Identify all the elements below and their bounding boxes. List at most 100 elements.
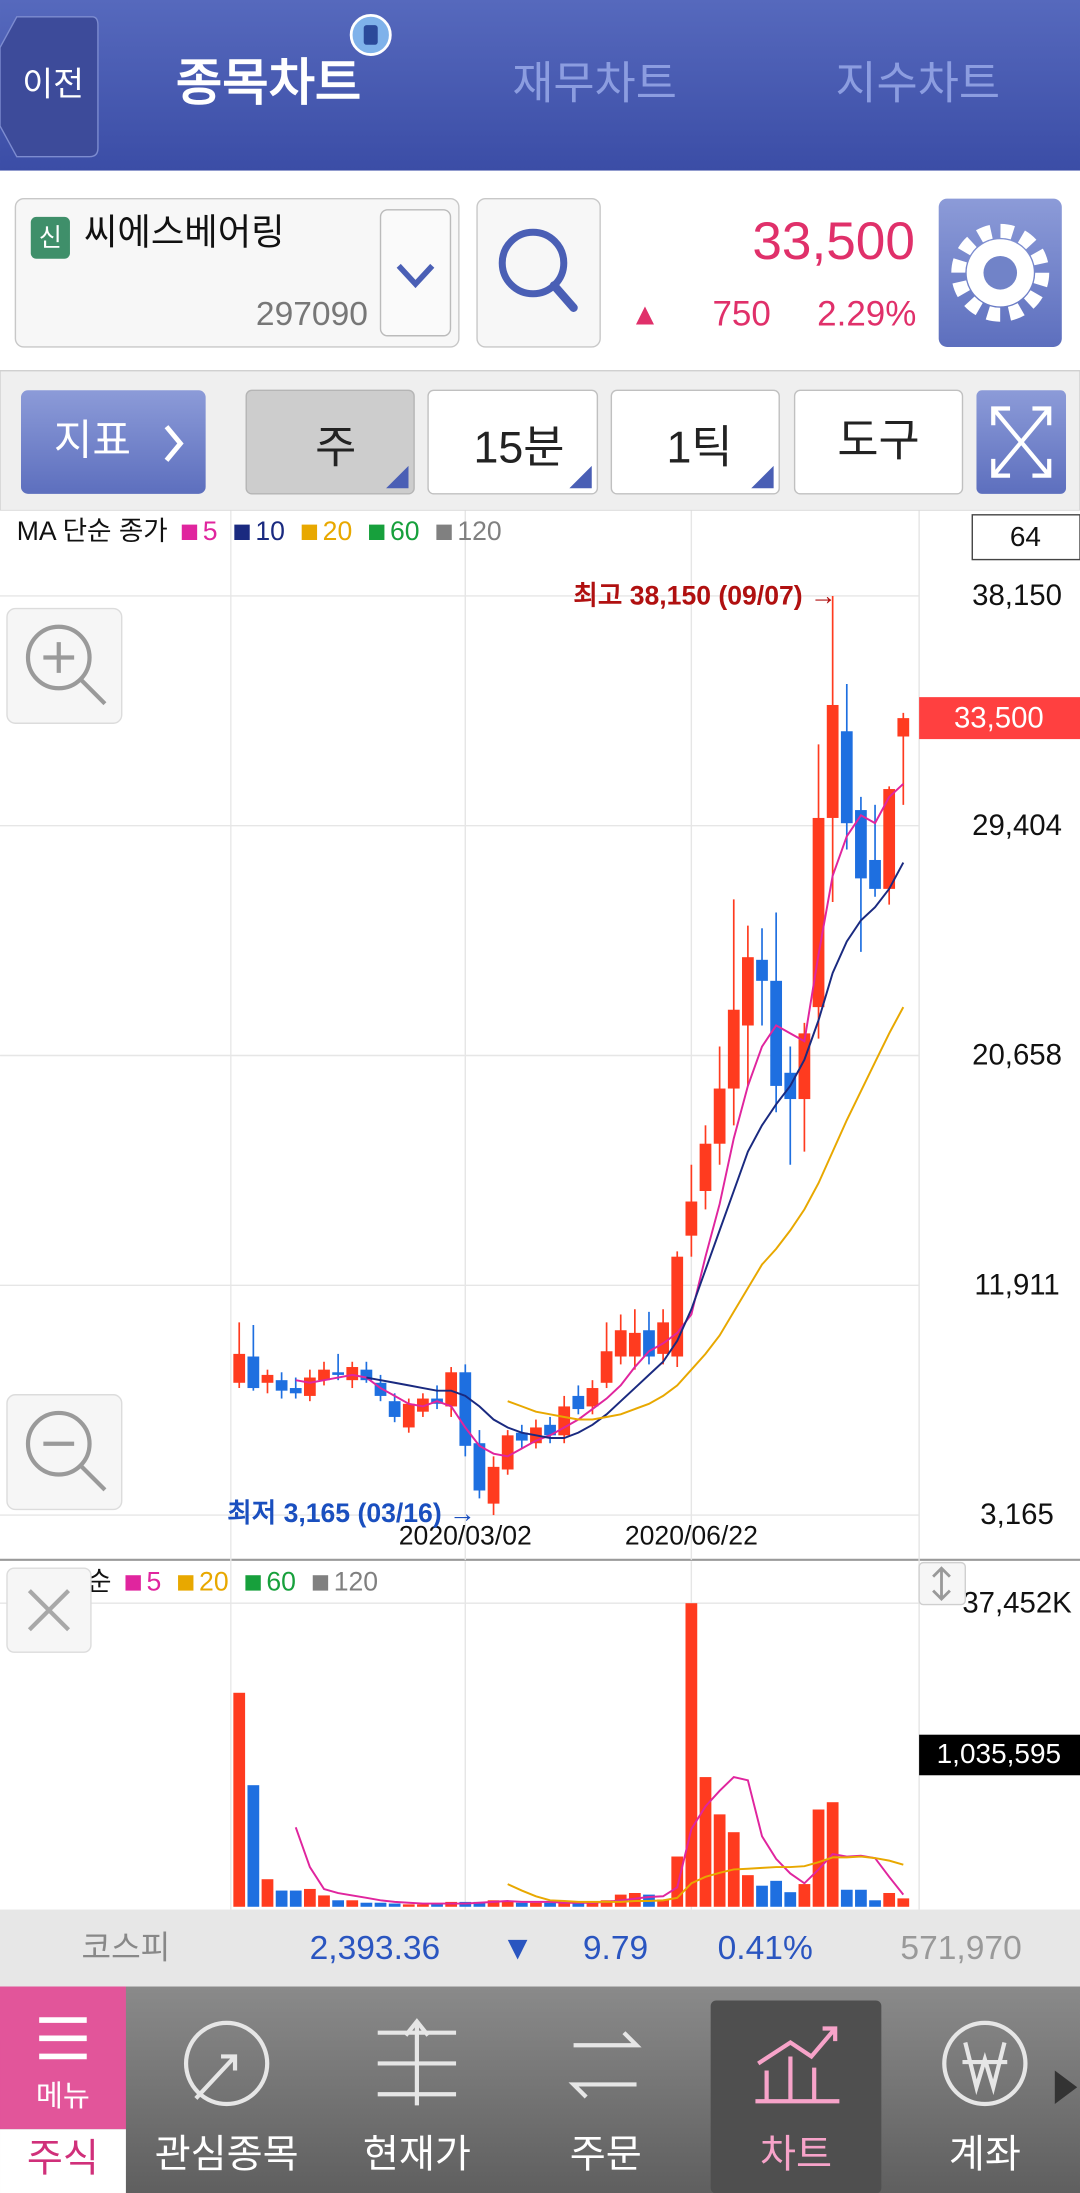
badge [30,216,70,259]
candle-body [459,1372,472,1446]
candle-body [855,810,867,879]
volume-bar [515,1902,528,1907]
stock-box[interactable] [14,197,460,348]
zoom-out-glyph [43,1441,107,1492]
legend-label: 5 [203,516,218,546]
back-label[interactable]: 이전 [22,67,84,104]
volume-bar [713,1814,726,1907]
nav-label[interactable]: 주문 [570,2134,642,2177]
volume-bar [812,1809,825,1907]
volume-bar [530,1902,542,1907]
legend-label: 10 [255,516,285,546]
section-tab[interactable] [0,2129,126,2193]
legend-label: 120 [334,1567,378,1597]
nav-label[interactable]: 계좌 [949,2134,1021,2177]
volume-bar [544,1902,556,1907]
search-icon [498,228,568,298]
volume-bar [247,1785,260,1907]
ma-line [507,1006,905,1421]
volume-bar [261,1879,274,1907]
volume-bar [233,1692,246,1907]
toolbar-label[interactable]: 도구 [837,415,919,465]
volume-badge [919,1734,1080,1776]
tab[interactable]: 지수차트 [835,59,1000,109]
volume-bar [784,1892,797,1907]
stock-name: 씨에스베어링 [84,212,285,253]
candle-body [798,1033,811,1100]
header-bar [0,0,1080,171]
volume-bar [869,1900,881,1907]
legend-swatch [125,1575,141,1591]
back-button[interactable] [0,16,99,158]
volume-bar [628,1892,641,1907]
volume-bar [742,1875,754,1907]
indicator-label[interactable]: 지표 [54,417,131,464]
indicator-button[interactable] [20,390,206,494]
legend-swatch [245,1575,261,1591]
candle-body [318,1369,330,1381]
candle-body [473,1443,486,1491]
dropdown-button[interactable] [379,209,452,337]
close-icon [27,1589,71,1632]
menu-icon [39,2017,87,2060]
tab-active[interactable]: 종목차트 [176,54,361,111]
candle-body [289,1388,302,1394]
index-name: 코스피 [82,1930,171,1966]
ma-line [507,1855,904,1903]
volume-bar [318,1895,330,1907]
volume-bar [360,1902,373,1907]
search-button[interactable] [476,197,601,348]
nav-next[interactable] [1054,2070,1078,2105]
candle-body [515,1432,528,1441]
nav-label[interactable]: 현재가 [363,2134,471,2177]
candle-body [657,1322,669,1354]
volume-bar [289,1890,302,1907]
menu-label[interactable]: 메뉴 [36,2080,90,2113]
volume-bar [600,1900,613,1907]
volume-bar [798,1884,811,1907]
toolbar-label[interactable]: 주 [315,422,356,472]
toolbar-label[interactable]: 15분 [474,422,565,472]
gear-hole [983,256,1018,290]
nav-label[interactable]: 관심종목 [155,2134,299,2177]
nav-icon [942,2020,1028,2107]
candle-body [303,1377,316,1396]
section-label[interactable]: 주식 [27,2138,99,2181]
tools-button[interactable] [793,389,964,495]
candle-body [374,1382,387,1396]
volume-bar [388,1903,401,1907]
y-tick-label: 37,452K [962,1586,1072,1619]
candle-body [558,1406,571,1436]
x-tick-label: 2020/03/02 [399,1520,532,1550]
nav-icon [568,2031,642,2099]
candle-body [233,1353,246,1383]
volume-bar [699,1777,712,1907]
ma-line [295,783,904,1458]
volume-bar [558,1902,571,1907]
expand-icon [991,406,1052,478]
index-value: 2,393.36 [310,1930,441,1967]
nav-label-active[interactable]: 차트 [760,2134,832,2177]
nav-icon [755,2026,840,2104]
legend-label: 60 [266,1567,296,1597]
tab[interactable]: 재무차트 [512,59,677,109]
volume-bar [431,1904,443,1907]
candle-body [360,1369,373,1381]
volume-bar [883,1892,896,1907]
current-price-label: 33,500 [954,701,1044,734]
candle-body [388,1401,401,1417]
zoom-in-icon [25,624,92,691]
volume-bar [473,1901,486,1907]
tick-button[interactable] [610,389,780,495]
candle-body [685,1201,698,1236]
period-button-active[interactable] [245,389,415,495]
candle-body [812,817,825,1008]
candle-body [869,859,881,889]
volume-bar [671,1856,684,1907]
candle-body [770,980,783,1086]
volume-bar [346,1900,359,1907]
toolbar-label[interactable]: 1틱 [666,422,732,472]
period-button[interactable] [427,389,599,495]
volume-bar [572,1902,585,1907]
